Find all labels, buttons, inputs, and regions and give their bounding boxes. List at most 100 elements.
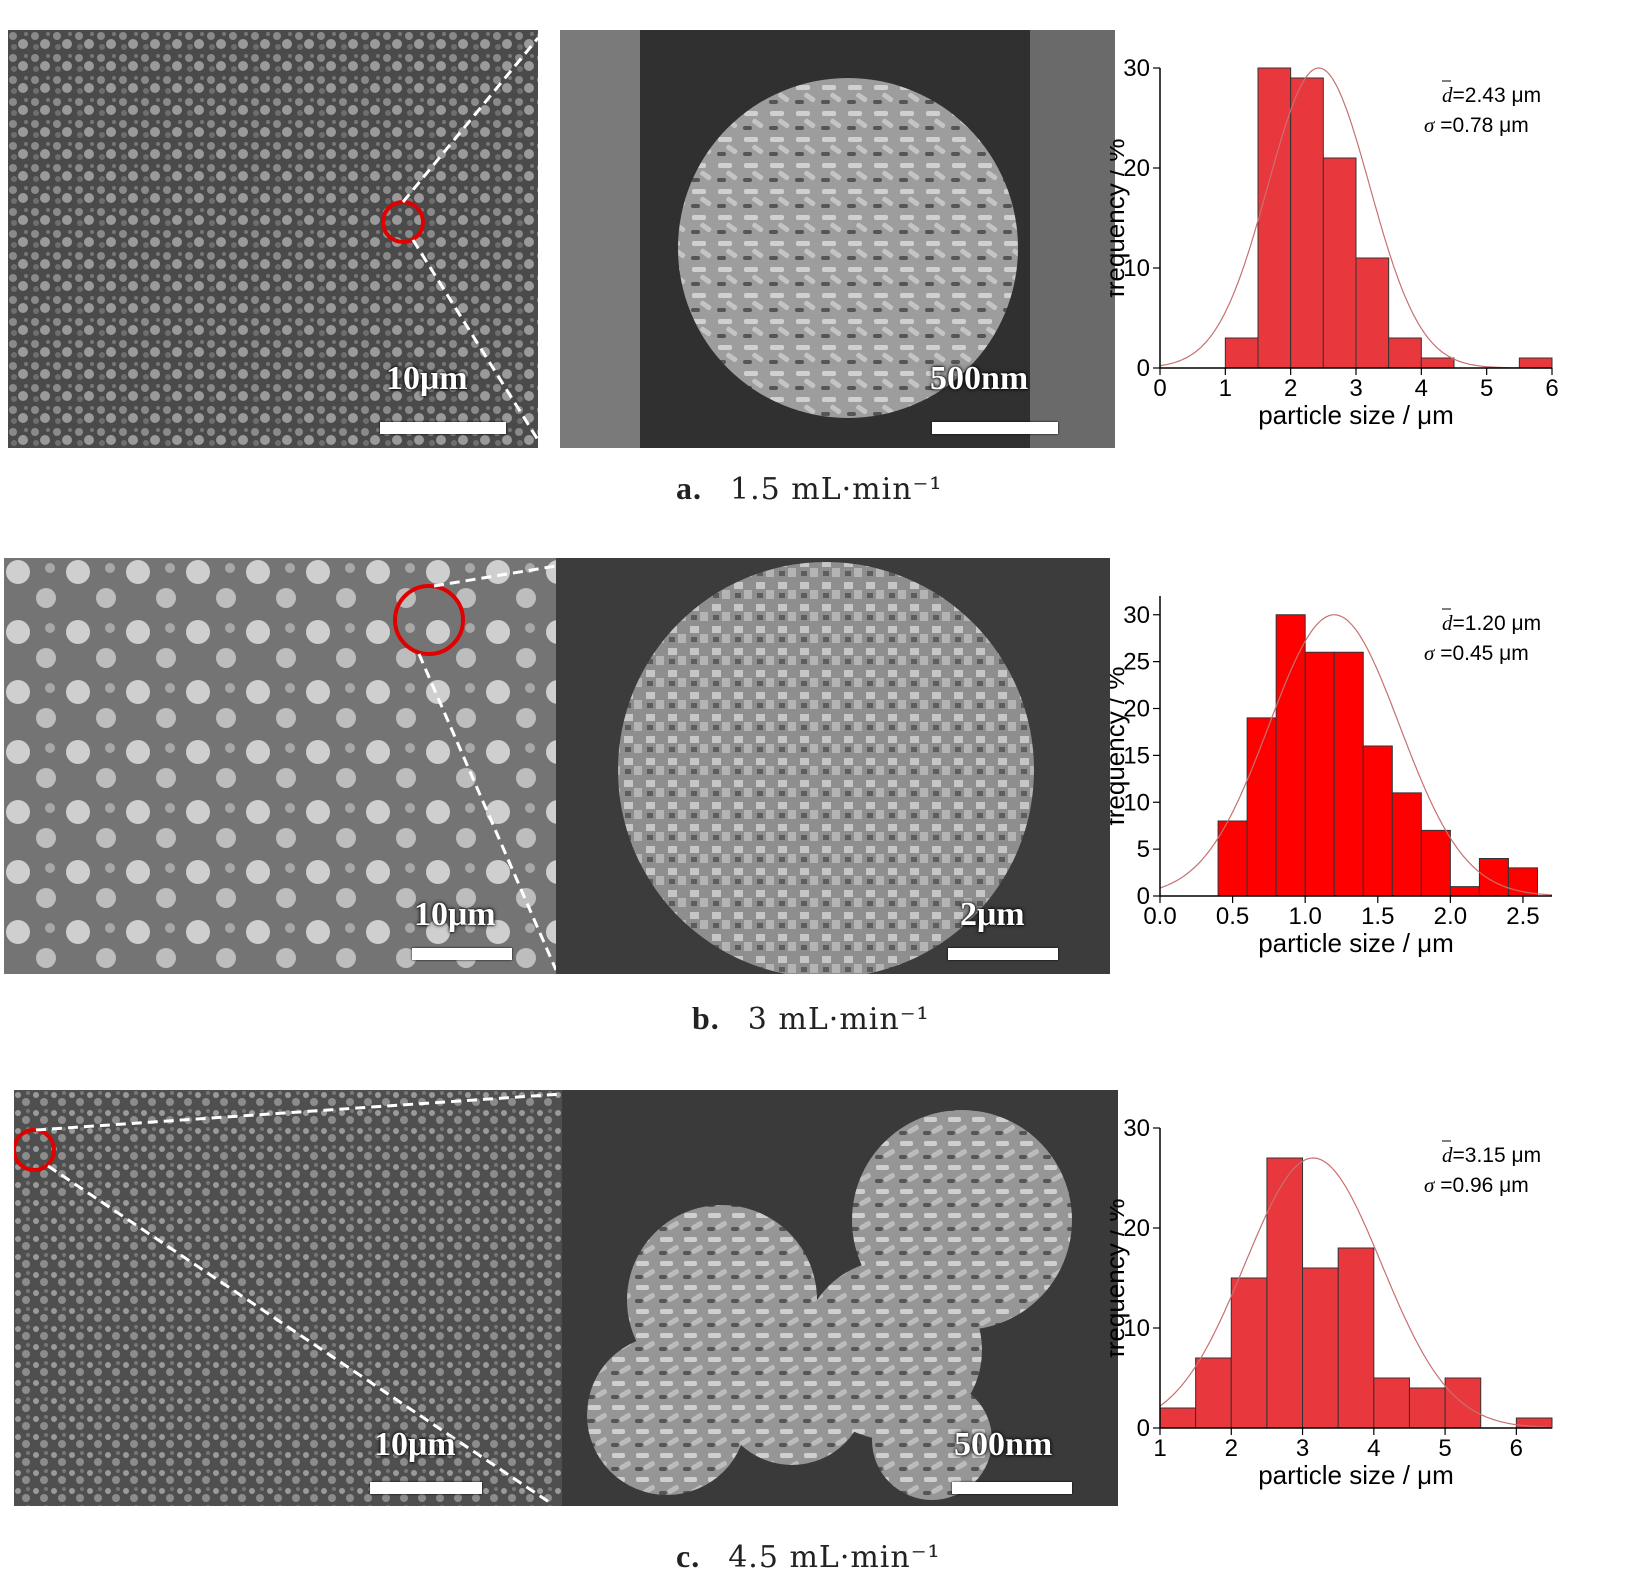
gaussian-fit-curve xyxy=(1159,1157,1553,1428)
mean-symbol: d xyxy=(1442,83,1453,107)
sigma-symbol: σ xyxy=(1424,113,1436,137)
histogram-bar xyxy=(1362,745,1393,897)
histogram-bar xyxy=(1478,858,1509,897)
histogram-bar xyxy=(1322,157,1357,369)
histogram-bar xyxy=(1408,1387,1446,1429)
scale-bar xyxy=(948,948,1058,960)
x-axis-label: particle size / μm xyxy=(1258,1460,1454,1490)
sigma-symbol: σ xyxy=(1424,641,1436,665)
y-tick-label: 15 xyxy=(1123,742,1150,769)
y-tick-label: 30 xyxy=(1123,55,1150,82)
annotation-mean: d=3.15 μm xyxy=(1442,1143,1541,1167)
scale-label: 500nm xyxy=(930,360,1029,397)
histogram-bar xyxy=(1518,357,1553,369)
x-tick-label: 1.5 xyxy=(1361,903,1394,930)
y-tick-label: 30 xyxy=(1123,1115,1150,1142)
x-tick-label: 3 xyxy=(1296,1435,1309,1462)
sem-texture xyxy=(560,30,1115,448)
annotation-mean: d=2.43 μm xyxy=(1442,83,1541,107)
scale-bar xyxy=(412,948,512,960)
x-tick-label: 4 xyxy=(1367,1435,1380,1462)
sem-texture xyxy=(14,1090,562,1506)
y-tick-label: 20 xyxy=(1123,696,1150,723)
caption-letter: b. xyxy=(692,1000,720,1036)
sem-texture xyxy=(4,558,556,974)
x-tick-label: 6 xyxy=(1510,1435,1523,1462)
x-tick-label: 4 xyxy=(1415,375,1428,402)
histogram-bar xyxy=(1230,1277,1268,1429)
sem-zoom-c: 500nm xyxy=(562,1090,1118,1506)
histogram-bar xyxy=(1388,337,1422,369)
histogram-bar xyxy=(1449,886,1480,897)
histogram-bar xyxy=(1159,1407,1197,1429)
sem-zoom-b: 2μm xyxy=(556,558,1110,974)
histogram-bar xyxy=(1420,357,1455,369)
mean-symbol: d xyxy=(1442,611,1453,635)
y-tick-label: 10 xyxy=(1123,1315,1150,1342)
histogram-bar xyxy=(1275,614,1306,897)
annotation-mean: d=1.20 μm xyxy=(1442,611,1541,635)
scale-label: 10μm xyxy=(414,896,496,933)
caption-c: c. 4.5 mL·min⁻¹ xyxy=(676,1538,941,1575)
sem-zoom-a: 500nm xyxy=(560,30,1115,448)
histogram-bar xyxy=(1355,257,1390,369)
y-tick-label: 0 xyxy=(1137,1415,1150,1442)
x-tick-label: 0.0 xyxy=(1143,903,1176,930)
histogram-bar xyxy=(1224,337,1259,369)
y-axis-label: frequency / % xyxy=(1110,667,1130,826)
y-axis-label: frequency / % xyxy=(1110,1199,1130,1358)
y-tick-label: 10 xyxy=(1123,255,1150,282)
histogram-a: 0 1 2 3 4 5 6 0 10 20 30 particle size / μm frequenc… xyxy=(1110,55,1559,430)
x-tick-label: 0.5 xyxy=(1216,903,1249,930)
x-tick-label: 2.5 xyxy=(1506,903,1539,930)
x-tick-label: 5 xyxy=(1438,1435,1451,1462)
scale-bar xyxy=(370,1482,482,1494)
scale-label: 10μm xyxy=(374,1426,456,1463)
highlight-circle xyxy=(393,584,465,656)
x-tick-label: 2 xyxy=(1225,1435,1238,1462)
y-tick-label: 10 xyxy=(1123,789,1150,816)
x-tick-label: 1 xyxy=(1153,1435,1166,1462)
x-tick-label: 5 xyxy=(1480,375,1493,402)
highlight-circle xyxy=(14,1128,56,1172)
sem-texture xyxy=(8,30,538,448)
caption-b: b. 3 mL·min⁻¹ xyxy=(692,1000,930,1037)
scale-bar xyxy=(932,422,1058,434)
y-tick-label: 0 xyxy=(1137,883,1150,910)
y-axis-label: frequency / % xyxy=(1110,139,1130,298)
histogram-bar xyxy=(1257,67,1292,369)
x-tick-label: 1.0 xyxy=(1288,903,1321,930)
caption-text: 4.5 mL·min⁻¹ xyxy=(728,1540,941,1575)
sigma-symbol: σ xyxy=(1424,1173,1436,1197)
x-tick-label: 2.0 xyxy=(1434,903,1467,930)
scale-bar xyxy=(952,1482,1072,1494)
histogram-bar xyxy=(1304,651,1335,897)
annotation-sigma: σ =0.45 μm xyxy=(1424,641,1529,665)
y-tick-label: 25 xyxy=(1123,649,1150,676)
y-tick-label: 5 xyxy=(1137,836,1150,863)
x-axis-label: particle size / μm xyxy=(1258,400,1454,430)
x-tick-label: 3 xyxy=(1349,375,1362,402)
histogram-bar xyxy=(1217,820,1248,897)
sem-overview-a: 10μm xyxy=(8,30,538,448)
gaussian-fit-curve xyxy=(1159,67,1552,369)
caption-letter: a. xyxy=(676,470,702,506)
y-tick-label: 30 xyxy=(1123,602,1150,629)
mean-symbol: d xyxy=(1442,1143,1453,1167)
scale-label: 500nm xyxy=(954,1426,1053,1463)
histogram-bar xyxy=(1337,1247,1375,1429)
scale-label: 10μm xyxy=(386,360,468,397)
caption-letter: c. xyxy=(676,1538,701,1574)
caption-text: 1.5 mL·min⁻¹ xyxy=(730,472,943,507)
y-tick-label: 0 xyxy=(1137,355,1150,382)
histogram-bar xyxy=(1373,1377,1410,1429)
annotation-sigma: σ =0.78 μm xyxy=(1424,113,1529,137)
histogram-bar xyxy=(1333,651,1364,897)
y-tick-label: 20 xyxy=(1123,155,1150,182)
sem-overview-b: 10μm xyxy=(4,558,556,974)
histogram-c: 1 2 3 4 5 6 0 10 20 30 particle size / μm frequency… xyxy=(1110,1115,1553,1490)
x-tick-label: 0 xyxy=(1153,375,1166,402)
scale-bar xyxy=(380,422,506,434)
histogram-bar xyxy=(1195,1357,1232,1429)
x-axis-label: particle size / μm xyxy=(1258,928,1454,958)
